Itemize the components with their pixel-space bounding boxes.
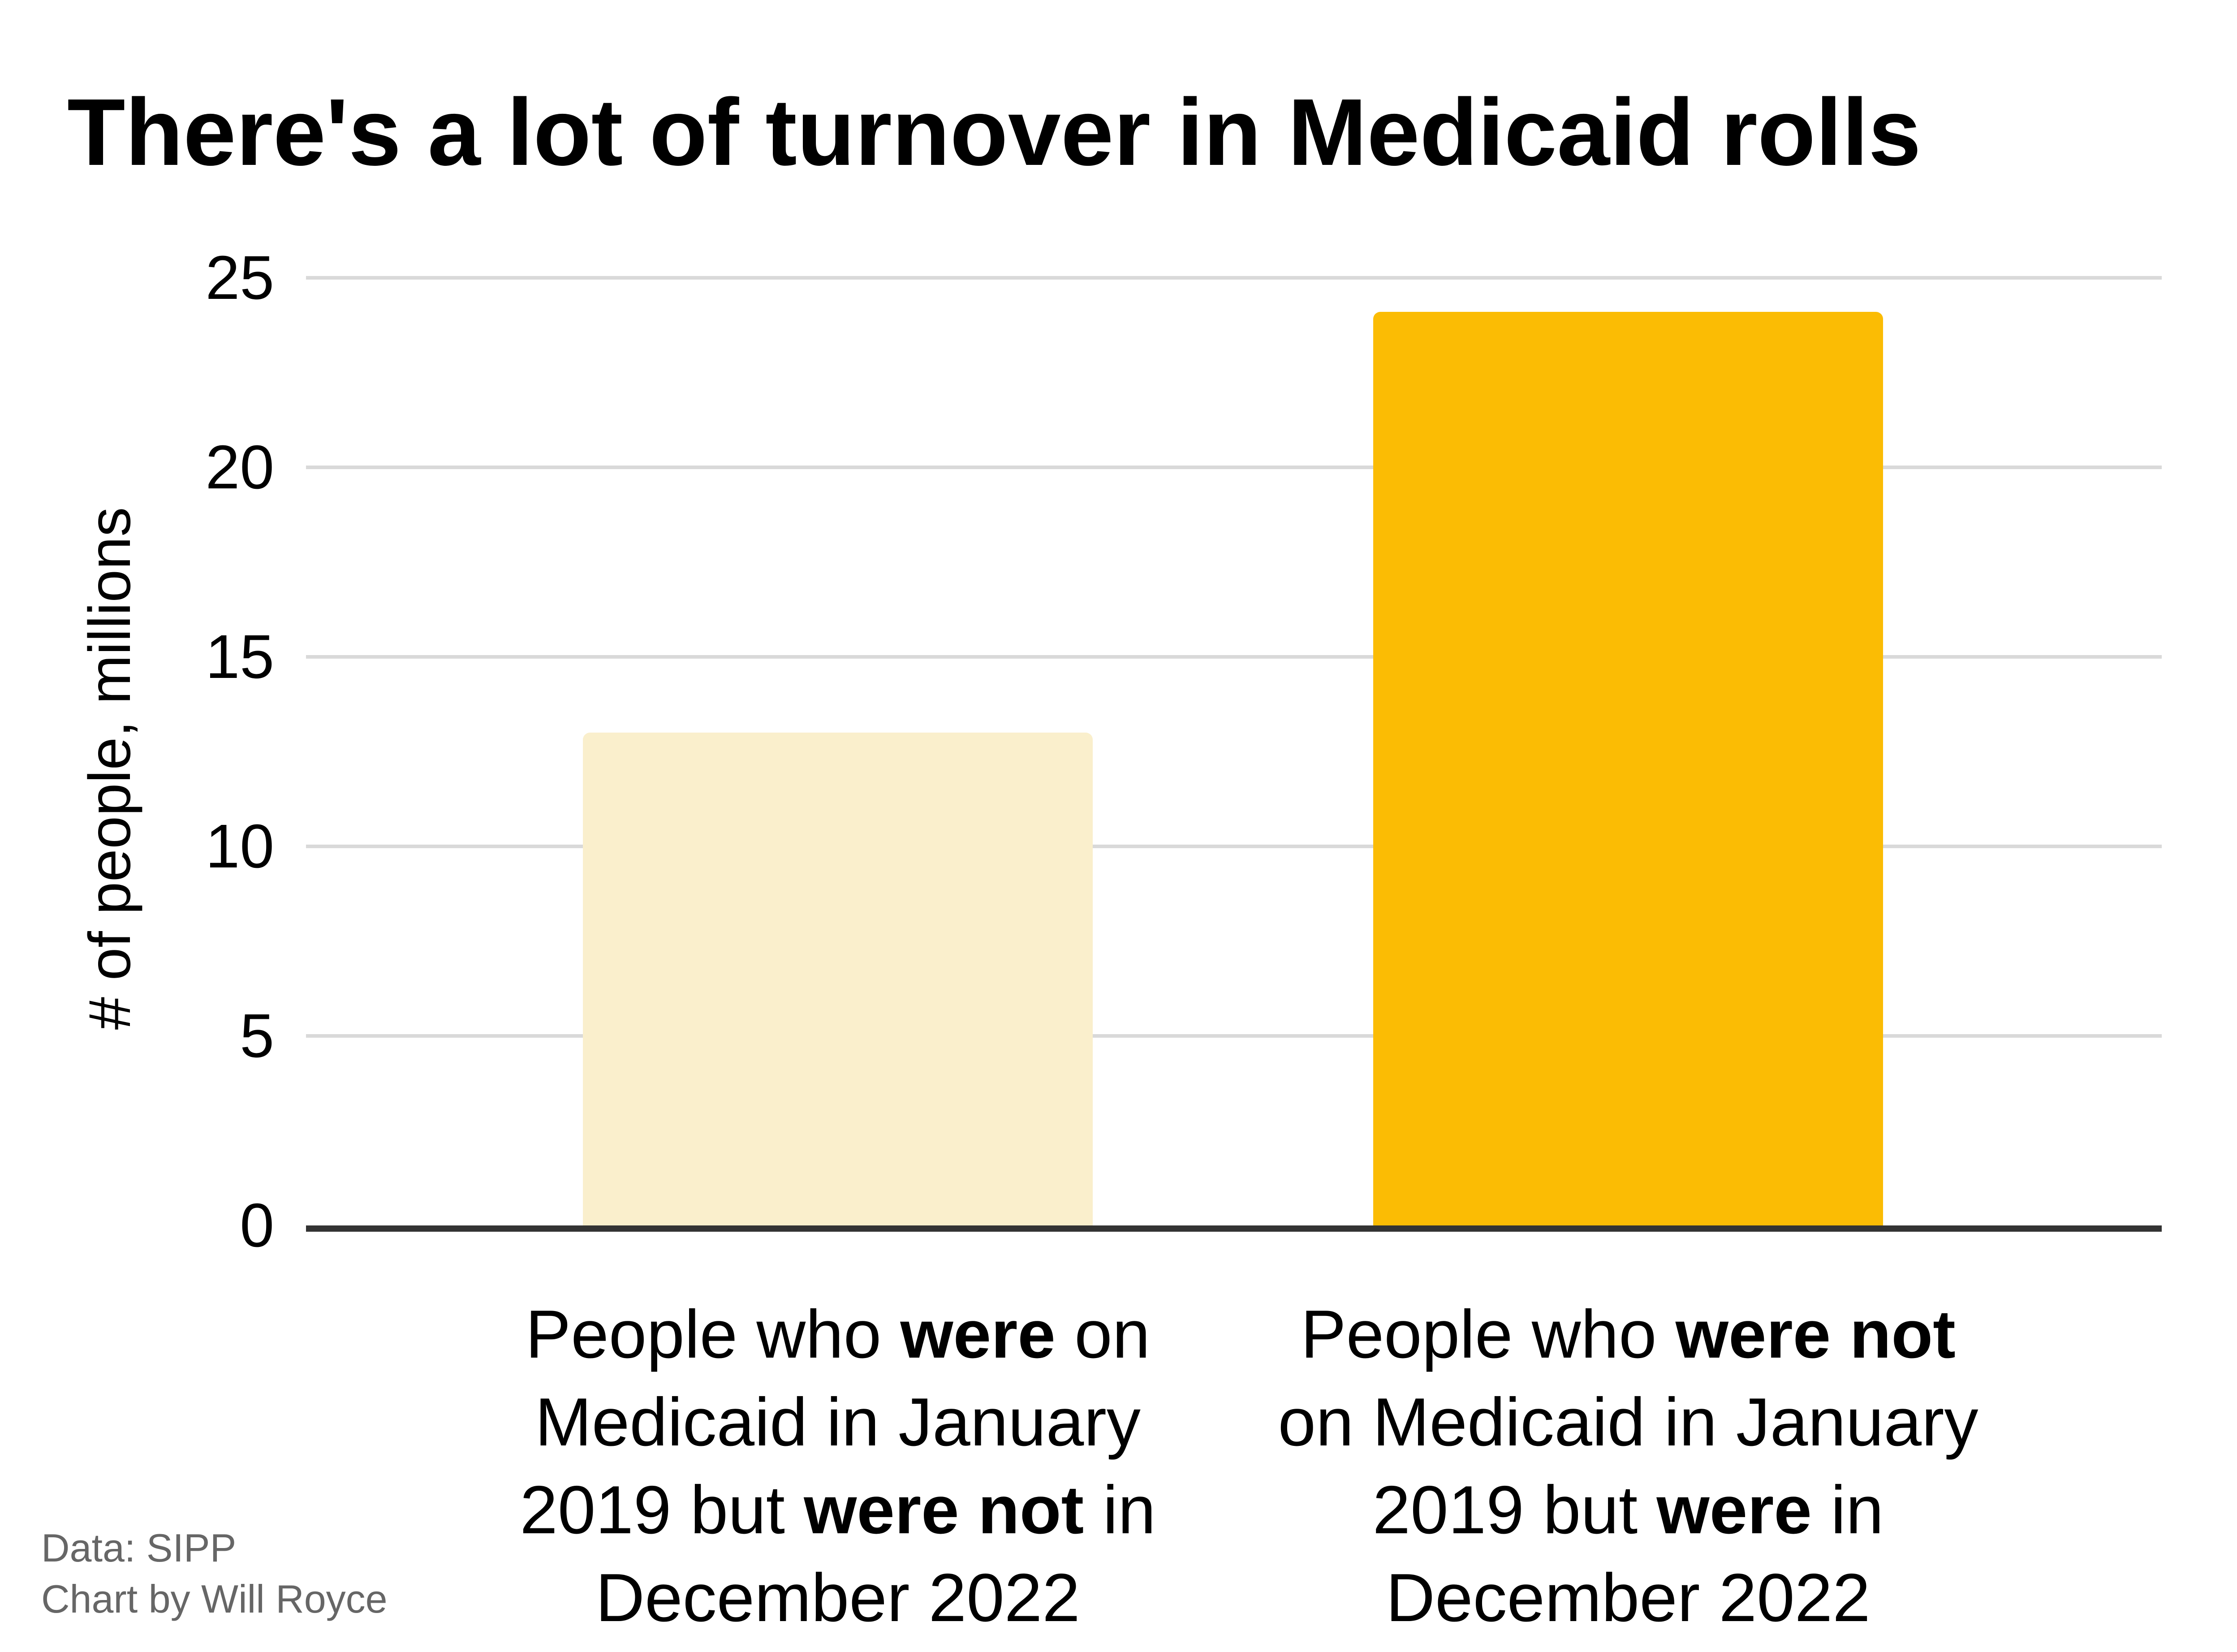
bar-gained-medicaid — [1373, 312, 1883, 1225]
chart-footer: Data: SIPP Chart by Will Royce — [41, 1523, 388, 1625]
y-tick-label-10: 10 — [205, 812, 275, 881]
chart-title: There's a lot of turnover in Medicaid ro… — [67, 79, 1922, 185]
y-tick-label-0: 0 — [240, 1191, 274, 1260]
bar-left-medicaid — [583, 733, 1093, 1225]
y-tick-label-5: 5 — [240, 1001, 274, 1070]
gridline-5 — [306, 1034, 2162, 1038]
x-axis-label-1: People who were on Medicaid in January 201… — [520, 1296, 1156, 1636]
y-tick-label-20: 20 — [205, 433, 275, 502]
footer-data-source: Data: SIPP — [41, 1526, 237, 1570]
footer-credit: Chart by Will Royce — [41, 1577, 388, 1621]
gridline-25 — [306, 276, 2162, 280]
x-axis-label-2: People who were not on Medicaid in Januar… — [1278, 1296, 1978, 1636]
y-tick-label-25: 25 — [205, 243, 275, 312]
gridline-10 — [306, 845, 2162, 848]
y-tick-label-15: 15 — [205, 622, 275, 691]
x-axis-line — [306, 1225, 2162, 1232]
gridline-15 — [306, 655, 2162, 659]
gridline-20 — [306, 466, 2162, 469]
